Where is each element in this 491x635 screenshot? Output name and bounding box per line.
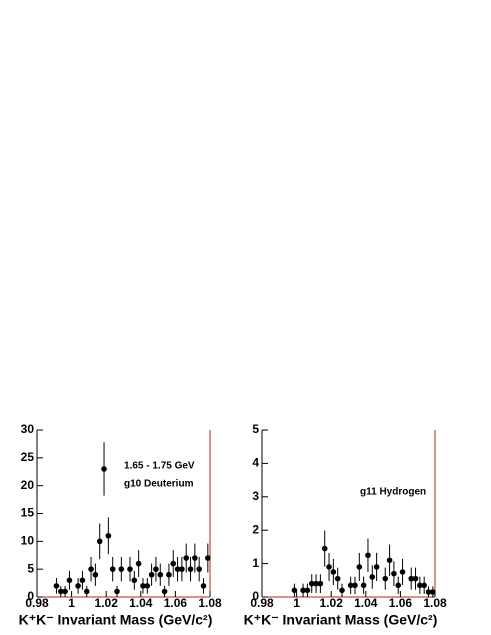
data-point	[88, 566, 94, 572]
data-point	[395, 582, 402, 589]
data-point	[196, 566, 202, 572]
x-tick-label: 1.06	[389, 596, 413, 610]
data-point	[430, 589, 436, 595]
y-tick-label: 2	[252, 522, 259, 536]
y-tick-label: 4	[252, 456, 259, 470]
data-point	[75, 583, 81, 589]
data-point	[373, 564, 380, 570]
y-tick-label: 5	[27, 561, 34, 575]
data-point	[92, 571, 99, 578]
y-tick-label: 5	[252, 422, 259, 436]
data-point	[326, 564, 332, 570]
data-point	[105, 532, 112, 539]
data-point	[140, 583, 146, 589]
y-tick-label: 0	[252, 589, 259, 603]
data-point	[83, 588, 90, 595]
data-point	[79, 577, 86, 584]
x-tick-label: 1.08	[198, 596, 222, 610]
data-point	[200, 583, 207, 589]
data-point	[300, 587, 306, 594]
data-point	[114, 588, 120, 595]
data-point	[421, 582, 427, 589]
data-point	[101, 466, 107, 472]
x-axis-label: K⁺K⁻ Invariant Mass (GeV/c²)	[19, 612, 213, 628]
annotation: 1.65 - 1.75 GeV	[124, 461, 195, 472]
data-point	[382, 575, 389, 582]
data-point	[339, 587, 345, 594]
data-point	[304, 587, 311, 594]
data-point	[135, 560, 142, 567]
data-point	[334, 575, 341, 582]
y-tick-label: 25	[21, 450, 35, 464]
data-point	[321, 545, 328, 552]
data-point	[183, 555, 190, 561]
x-tick-label: 1	[293, 596, 300, 610]
data-point	[131, 577, 138, 584]
x-tick-label: 1	[68, 596, 75, 610]
data-point	[179, 566, 185, 572]
data-point	[57, 588, 64, 595]
data-point	[313, 580, 319, 587]
y-tick-label: 15	[21, 506, 35, 520]
data-point	[317, 580, 324, 587]
data-point	[360, 582, 367, 589]
data-point	[347, 582, 354, 589]
data-point	[148, 571, 155, 578]
data-point	[369, 574, 376, 580]
data-point	[96, 538, 103, 545]
y-tick-label: 1	[252, 556, 259, 570]
data-point	[365, 552, 371, 559]
data-point	[153, 566, 159, 572]
annotation: g11 Hydrogen	[360, 487, 426, 498]
data-point	[157, 571, 164, 578]
data-point	[127, 566, 133, 572]
data-point	[417, 582, 423, 589]
data-point	[144, 583, 151, 589]
data-point	[187, 566, 194, 572]
y-tick-label: 20	[21, 478, 35, 492]
y-tick-label: 30	[21, 422, 35, 436]
data-point	[308, 580, 315, 587]
data-point	[425, 589, 432, 595]
x-tick-label: 0.98	[25, 596, 49, 610]
x-tick-label: 1.02	[320, 596, 344, 610]
data-point	[408, 575, 415, 582]
x-tick-label: 1.02	[95, 596, 119, 610]
data-point	[53, 583, 60, 589]
data-point	[118, 566, 125, 572]
data-point	[352, 582, 358, 589]
data-point	[412, 575, 419, 582]
data-point	[170, 560, 177, 567]
data-point	[205, 555, 211, 561]
data-point	[109, 566, 116, 572]
data-point	[391, 570, 397, 577]
data-point	[330, 569, 337, 575]
x-tick-label: 0.98	[250, 596, 274, 610]
data-point	[399, 569, 406, 575]
y-tick-label: 3	[252, 489, 259, 503]
data-point	[356, 564, 363, 570]
data-point	[62, 588, 68, 595]
data-point	[161, 588, 168, 595]
data-point	[386, 557, 393, 564]
annotation: g10 Deuterium	[124, 479, 194, 490]
data-point	[174, 566, 181, 572]
x-tick-label: 1.08	[423, 596, 447, 610]
x-tick-label: 1.04	[354, 596, 378, 610]
data-point	[291, 587, 298, 594]
y-tick-label: 10	[21, 534, 35, 548]
x-axis-label: K⁺K⁻ Invariant Mass (GeV/c²)	[244, 612, 438, 628]
x-tick-label: 1.04	[129, 596, 153, 610]
x-tick-label: 1.06	[164, 596, 188, 610]
data-point	[166, 571, 172, 578]
data-point	[192, 555, 198, 561]
data-point	[66, 577, 73, 584]
y-tick-label: 0	[27, 589, 34, 603]
